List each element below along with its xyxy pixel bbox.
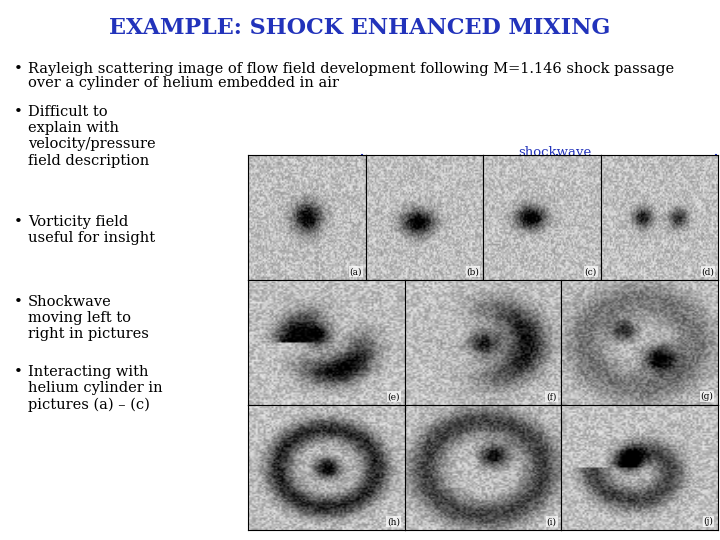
Text: (e): (e) xyxy=(387,392,400,401)
Text: Vorticity field
useful for insight: Vorticity field useful for insight xyxy=(28,215,155,245)
Text: Rayleigh scattering image of flow field development following M=1.146 shock pass: Rayleigh scattering image of flow field … xyxy=(28,62,674,76)
Text: (j): (j) xyxy=(703,517,714,526)
Text: over a cylinder of helium embedded in air: over a cylinder of helium embedded in ai… xyxy=(28,76,339,90)
Text: •: • xyxy=(14,62,23,76)
Text: (h): (h) xyxy=(387,517,400,526)
Text: (a): (a) xyxy=(349,267,362,276)
Text: •: • xyxy=(14,215,23,229)
Text: Shockwave
moving left to
right in pictures: Shockwave moving left to right in pictur… xyxy=(28,295,149,341)
Text: shockwave: shockwave xyxy=(518,146,592,159)
Text: (b): (b) xyxy=(467,267,480,276)
Text: (g): (g) xyxy=(701,392,714,401)
Text: •: • xyxy=(14,365,23,379)
Text: (d): (d) xyxy=(701,267,714,276)
Text: (c): (c) xyxy=(585,267,597,276)
Text: EXAMPLE: SHOCK ENHANCED MIXING: EXAMPLE: SHOCK ENHANCED MIXING xyxy=(109,17,611,39)
Text: (f): (f) xyxy=(546,392,557,401)
Text: (i): (i) xyxy=(546,517,557,526)
Text: Interacting with
helium cylinder in
pictures (a) – (c): Interacting with helium cylinder in pict… xyxy=(28,365,163,412)
Text: •: • xyxy=(14,105,23,119)
Text: Difficult to
explain with
velocity/pressure
field description: Difficult to explain with velocity/press… xyxy=(28,105,156,167)
Text: •: • xyxy=(14,295,23,309)
